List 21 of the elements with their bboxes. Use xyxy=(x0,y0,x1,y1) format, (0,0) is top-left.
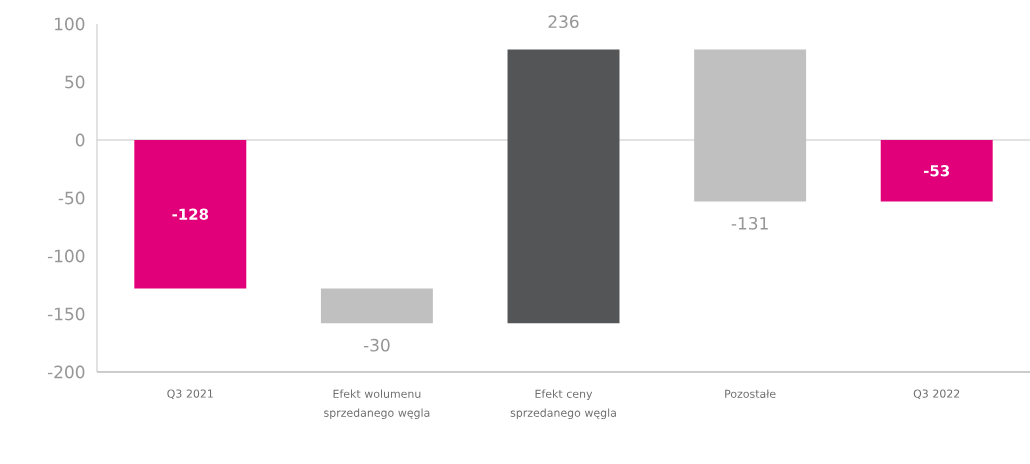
y-tick-label: 0 xyxy=(75,133,85,147)
bar xyxy=(134,140,247,289)
y-tick-label: 100 xyxy=(55,17,85,31)
x-tick-label: Efekt ceny sprzedanego węgla xyxy=(510,389,616,419)
x-tick-label: Pozostałe xyxy=(725,389,776,398)
y-tick-label: -100 xyxy=(47,249,85,263)
bar xyxy=(880,140,993,202)
data-label: -131 xyxy=(731,216,768,230)
bar xyxy=(507,49,620,324)
y-tick-label: -50 xyxy=(58,191,85,205)
y-tick-label: -200 xyxy=(47,365,85,379)
data-label: 236 xyxy=(548,15,579,29)
x-tick-label: Q3 2022 xyxy=(913,389,960,400)
bar xyxy=(320,288,433,324)
y-tick-label: -150 xyxy=(47,307,85,321)
data-label: -128 xyxy=(172,208,209,220)
data-label: -30 xyxy=(363,338,390,352)
x-tick-label: Efekt wolumenu sprzedanego węgla xyxy=(324,389,430,419)
data-label: -53 xyxy=(924,165,950,177)
y-tick-label: 50 xyxy=(65,75,85,89)
x-tick-label: Q3 2021 xyxy=(167,389,213,400)
